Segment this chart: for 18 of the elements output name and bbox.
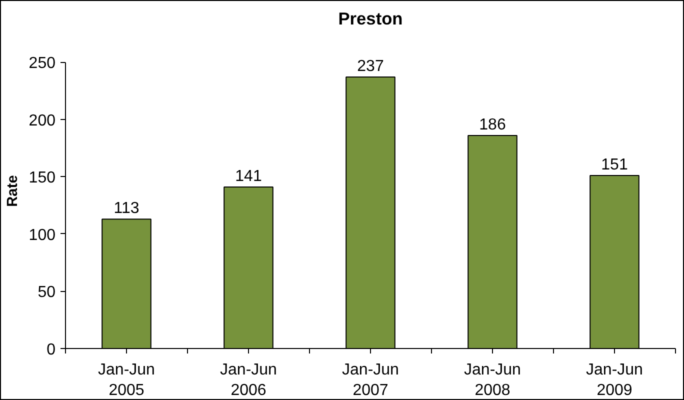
y-tick-label: 150: [28, 170, 56, 187]
x-tick-label: Jan-Jun 2008: [464, 362, 521, 399]
data-label: 113: [114, 200, 140, 218]
x-tick-label: Jan-Jun 2005: [98, 362, 155, 399]
chart-title: Preston: [338, 8, 403, 28]
data-label: 186: [479, 116, 506, 134]
y-tick-label: 200: [28, 112, 56, 130]
data-label: 151: [601, 156, 628, 174]
data-label: 141: [235, 168, 262, 185]
x-tick-label: Jan-Jun 2009: [586, 362, 643, 399]
x-tick-label: Jan-Jun 2007: [342, 362, 399, 399]
x-tick-label: Jan-Jun 2006: [220, 362, 277, 399]
y-tick-label: 250: [28, 55, 56, 72]
data-label: 237: [357, 58, 384, 76]
y-tick-label: 50: [38, 284, 56, 302]
y-tick-label: 100: [28, 226, 56, 244]
y-tick-label: 0: [46, 342, 56, 358]
y-axis-title: Rate: [4, 175, 21, 207]
